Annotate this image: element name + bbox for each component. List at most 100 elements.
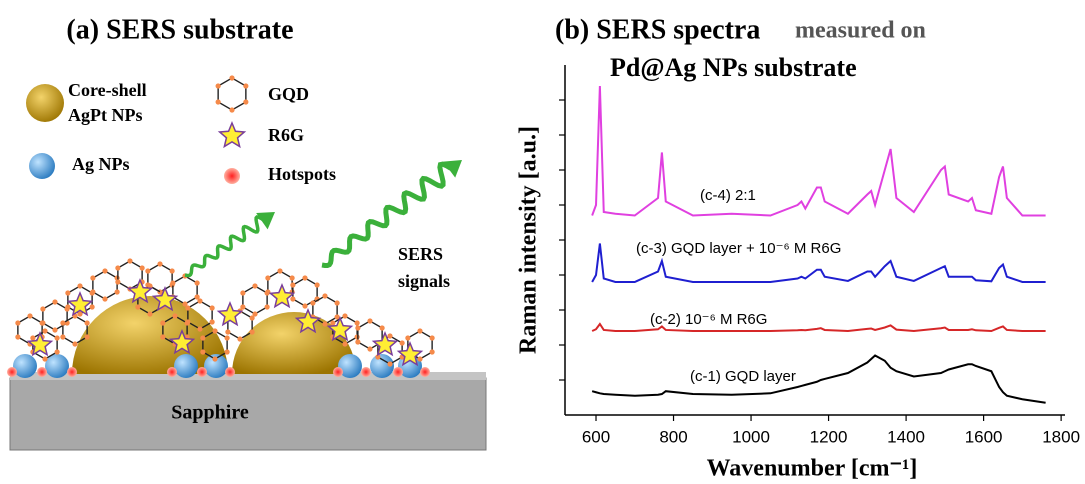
legend-label: AgPt NPs [68, 105, 143, 125]
gqd-atom [115, 289, 120, 294]
gqd-atom [290, 275, 295, 280]
gqd-atom [240, 290, 245, 295]
gqd-atom [102, 268, 107, 273]
hotspot [393, 367, 403, 377]
gqd-atom [90, 275, 95, 280]
gqd-atom [315, 282, 320, 287]
signal-wave [185, 217, 264, 276]
gqd-atom [265, 289, 270, 294]
gqd-atom [265, 304, 270, 309]
gqd-atom [172, 313, 177, 318]
gqd-atom [216, 83, 221, 88]
r6g-star [219, 303, 242, 325]
gqd-atom [252, 311, 257, 316]
gqd-atom [240, 304, 245, 309]
gqd-atom [310, 300, 315, 305]
gqd-atom [355, 334, 360, 339]
gqd-atom [185, 305, 190, 310]
gqd-atom [197, 326, 202, 331]
gqd-atom [210, 305, 215, 310]
gqd-atom [252, 283, 257, 288]
gqd-atom [197, 298, 202, 303]
agpt-np [232, 312, 356, 374]
gqd-atom [170, 268, 175, 273]
legend-label: R6G [268, 125, 304, 145]
x-tick-label: 600 [582, 427, 610, 446]
gqd-atom [290, 296, 295, 301]
gqd-hexagon [218, 78, 246, 110]
gqd-atom [60, 334, 65, 339]
gqd-atom [237, 336, 242, 341]
gqd-atom [367, 346, 372, 351]
series-label: (c-4) 2:1 [700, 187, 756, 204]
ag-np [13, 354, 37, 378]
gqd-atom [387, 333, 392, 338]
gqd-atom [243, 99, 248, 104]
hotspot [7, 367, 17, 377]
gqd-atom [417, 356, 422, 361]
gqd-atom [250, 329, 255, 334]
legend-label: GQD [268, 84, 309, 104]
legend-label: Hotspots [268, 164, 336, 184]
gqd-atom [90, 289, 95, 294]
gqd-atom [342, 313, 347, 318]
gqd-atom [200, 349, 205, 354]
ag-icon [29, 153, 55, 179]
r6g-star [220, 123, 245, 147]
legend-label: Ag NPs [72, 154, 130, 174]
gqd-atom [55, 335, 60, 340]
gqd-atom [335, 300, 340, 305]
gqd-atom [160, 320, 165, 325]
gqd-atom [102, 296, 107, 301]
ag-np [174, 354, 198, 378]
gqd-atom [115, 265, 120, 270]
gqd-hexagon [173, 276, 197, 304]
gqd-atom [42, 356, 47, 361]
gqd-hexagon [93, 271, 117, 299]
gqd-atom [145, 268, 150, 273]
gqd-atom [322, 293, 327, 298]
gqd-atom [90, 304, 95, 309]
chart-title: Pd@Ag NPs substrate [610, 53, 857, 82]
chart-title: measured on [795, 18, 926, 44]
gqd-atom [135, 304, 140, 309]
signal-label: signals [398, 271, 450, 291]
gqd-atom [355, 339, 360, 344]
gqd-atom [400, 340, 405, 345]
series-label: (c-1) GQD layer [690, 368, 796, 385]
signal-label: SERS [398, 244, 443, 264]
legend-label: Core-shell [68, 80, 147, 100]
gqd-atom [157, 261, 162, 266]
gqd-atom [200, 335, 205, 340]
gqd-atom [210, 319, 215, 324]
gqd-atom [302, 303, 307, 308]
gqd-atom [342, 341, 347, 346]
gqd-atom [290, 282, 295, 287]
x-axis-label: Wavenumber [cm⁻¹] [707, 456, 918, 482]
x-tick-label: 1200 [810, 427, 848, 446]
agpt-icon [26, 84, 64, 122]
gqd-atom [355, 325, 360, 330]
gqd-atom [170, 280, 175, 285]
x-tick-label: 1400 [887, 427, 925, 446]
gqd-atom [15, 334, 20, 339]
hotspot [361, 367, 371, 377]
gqd-atom [212, 356, 217, 361]
gqd-atom [367, 318, 372, 323]
gqd-atom [185, 320, 190, 325]
gqd-atom [225, 329, 230, 334]
hotspot [197, 367, 207, 377]
figure: (a) SERS substrate Core-shell AgPt NPs A… [0, 0, 1085, 484]
gqd-atom [243, 83, 248, 88]
gqd-hexagon [243, 286, 267, 314]
gqd-atom [277, 268, 282, 273]
series-label: (c-3) GQD layer + 10⁻⁶ M R6G [636, 240, 841, 257]
gqd-atom [52, 327, 57, 332]
spectrum-line [592, 356, 1045, 403]
gqd-atom [40, 306, 45, 311]
hotspot [333, 367, 343, 377]
hotspot [37, 367, 47, 377]
gqd-atom [60, 320, 65, 325]
gqd-atom [430, 335, 435, 340]
gqd-atom [265, 275, 270, 280]
